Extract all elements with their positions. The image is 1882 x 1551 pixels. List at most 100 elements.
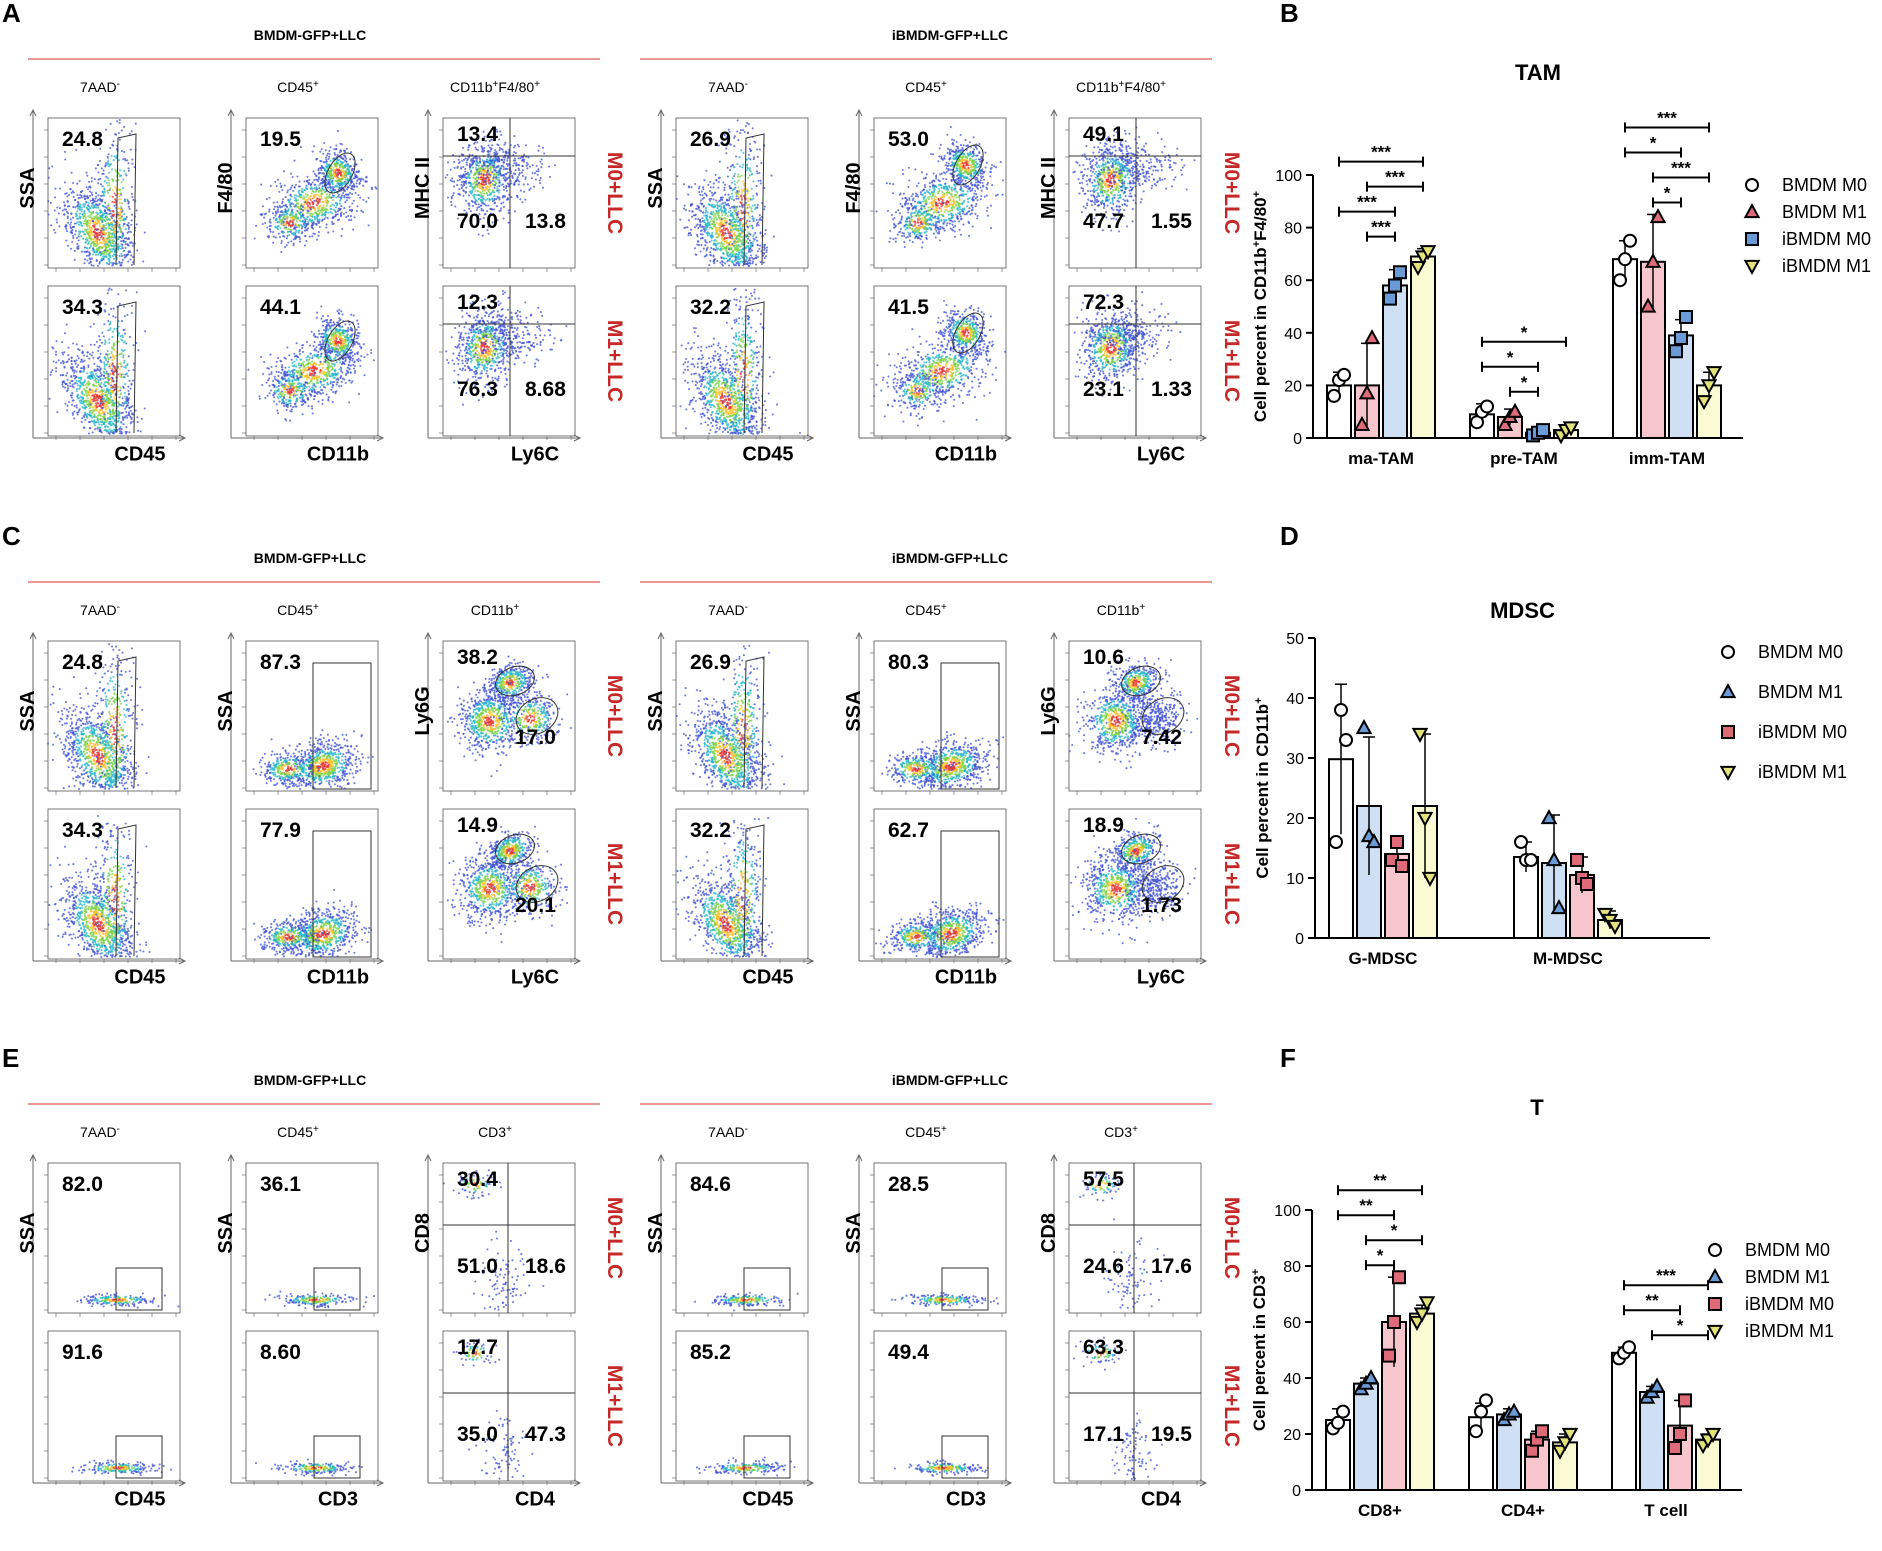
event-dot — [92, 373, 94, 375]
event-dot — [55, 370, 57, 372]
event-dot — [131, 193, 133, 195]
event-dot — [329, 184, 331, 186]
event-dot — [360, 210, 362, 212]
event-dot — [305, 240, 307, 242]
event-dot — [343, 378, 345, 380]
event-dot — [91, 205, 93, 207]
event-dot — [144, 330, 146, 332]
event-dot — [343, 171, 345, 173]
event-dot — [279, 392, 281, 394]
event-dot — [93, 384, 95, 386]
event-dot — [76, 396, 78, 398]
event-dot — [297, 202, 299, 204]
event-dot — [89, 427, 91, 429]
event-dot — [275, 219, 277, 221]
event-dot — [331, 203, 333, 205]
event-dot — [320, 378, 322, 380]
event-dot — [115, 194, 117, 196]
event-dot — [321, 212, 323, 214]
gate-percent: 34.3 — [62, 296, 103, 319]
event-dot — [300, 390, 302, 392]
event-dot — [304, 201, 306, 203]
event-dot — [107, 257, 109, 259]
event-dot — [118, 174, 120, 176]
event-dot — [270, 371, 272, 373]
event-dot — [272, 380, 274, 382]
event-dot — [335, 339, 337, 341]
event-dot — [310, 206, 312, 208]
event-dot — [71, 380, 73, 382]
event-dot — [65, 374, 67, 376]
y-axis-label: F4/80 — [215, 162, 237, 213]
event-dot — [303, 400, 305, 402]
event-dot — [130, 231, 132, 233]
event-dot — [315, 350, 317, 352]
event-dot — [125, 243, 127, 245]
event-dot — [103, 357, 105, 359]
event-dot — [350, 371, 352, 373]
event-dot — [289, 204, 291, 206]
event-dot — [340, 185, 342, 187]
event-dot — [304, 245, 306, 247]
event-dot — [357, 337, 359, 339]
event-dot — [90, 396, 92, 398]
event-dot — [113, 258, 115, 260]
event-dot — [91, 192, 93, 194]
event-dot — [354, 360, 356, 362]
event-dot — [76, 237, 78, 239]
event-dot — [296, 210, 298, 212]
event-dot — [318, 176, 320, 178]
event-dot — [315, 346, 317, 348]
event-dot — [106, 372, 108, 374]
event-dot — [273, 396, 275, 398]
event-dot — [122, 402, 124, 404]
event-dot — [368, 197, 370, 199]
event-dot — [363, 374, 365, 376]
event-dot — [78, 357, 80, 359]
event-dot — [112, 196, 114, 198]
event-dot — [348, 170, 350, 172]
event-dot — [107, 329, 109, 331]
event-dot — [94, 400, 96, 402]
event-dot — [126, 363, 128, 365]
event-dot — [281, 395, 283, 397]
event-dot — [136, 249, 138, 251]
event-dot — [314, 233, 316, 235]
event-dot — [341, 381, 343, 383]
event-dot — [129, 336, 131, 338]
event-dot — [283, 387, 285, 389]
event-dot — [331, 347, 333, 349]
event-dot — [311, 192, 313, 194]
event-dot — [104, 365, 106, 367]
event-dot — [280, 223, 282, 225]
event-dot — [508, 209, 510, 211]
event-dot — [109, 249, 111, 251]
event-dot — [276, 371, 278, 373]
event-dot — [142, 260, 144, 262]
event-dot — [100, 361, 102, 363]
event-dot — [97, 350, 99, 352]
event-dot — [335, 329, 337, 331]
event-dot — [364, 180, 366, 182]
event-dot — [117, 243, 119, 245]
event-dot — [111, 235, 113, 237]
event-dot — [259, 398, 261, 400]
event-dot — [274, 385, 276, 387]
event-dot — [108, 182, 110, 184]
event-dot — [310, 369, 312, 371]
event-dot — [268, 377, 270, 379]
event-dot — [347, 215, 349, 217]
event-dot — [76, 404, 78, 406]
event-dot — [79, 400, 81, 402]
event-dot — [334, 372, 336, 374]
event-dot — [132, 199, 134, 201]
event-dot — [124, 417, 126, 419]
event-dot — [341, 161, 343, 163]
event-dot — [104, 202, 106, 204]
event-dot — [95, 167, 97, 169]
event-dot — [92, 420, 94, 422]
event-dot — [101, 424, 103, 426]
event-dot — [357, 205, 359, 207]
event-dot — [97, 379, 99, 381]
event-dot — [326, 193, 328, 195]
